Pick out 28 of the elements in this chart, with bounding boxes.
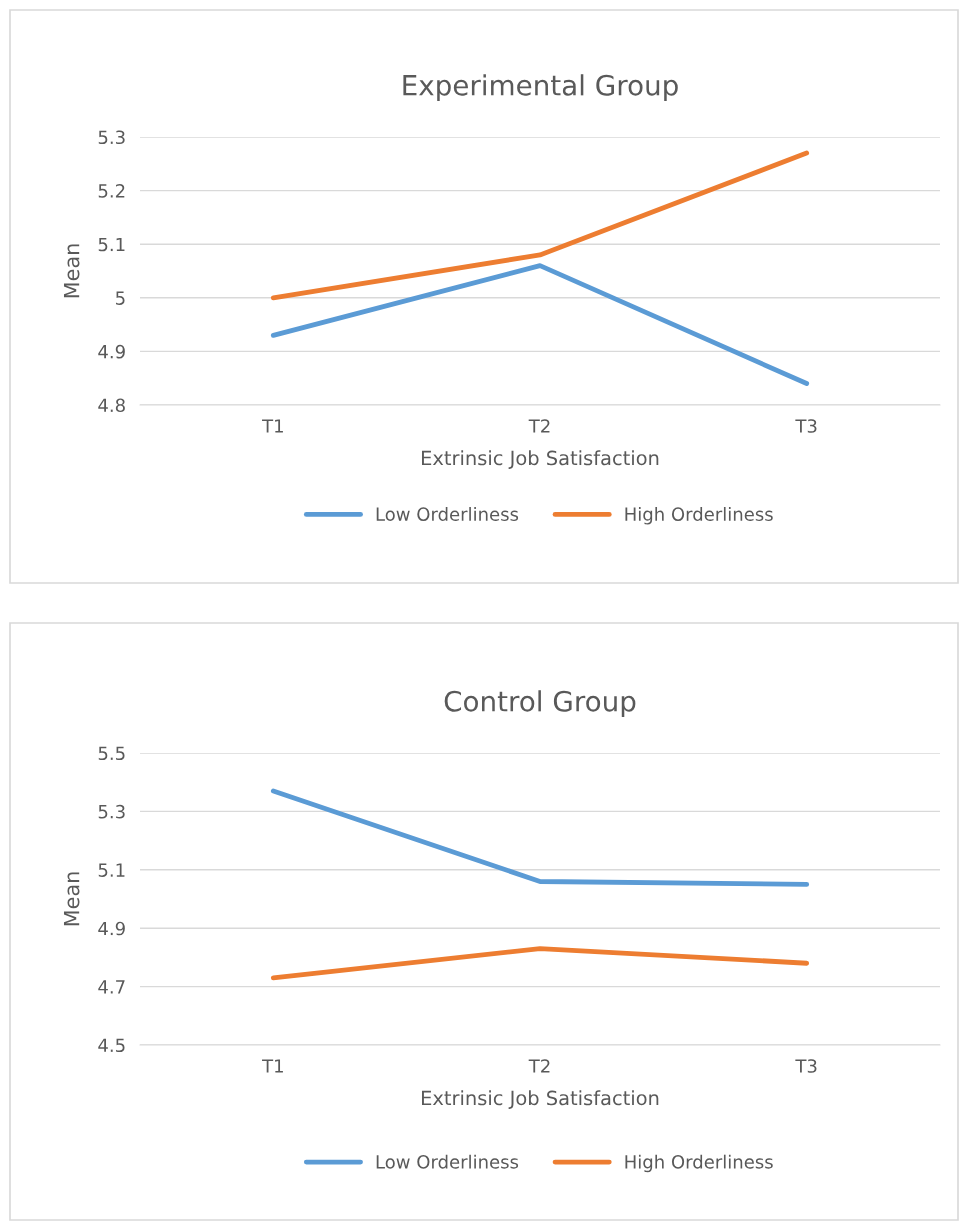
legend-label: High Orderliness (625, 507, 773, 525)
y-tick-label: 5.2 (98, 184, 125, 198)
legend-label: Low Orderliness (376, 507, 519, 521)
y-tick-label: 5.3 (98, 130, 125, 145)
x-tick-label: T2 (528, 419, 550, 433)
y-tick-label: 5.1 (98, 237, 125, 252)
y-tick-label: 5 (116, 291, 125, 305)
x-tick-label: T3 (795, 419, 817, 433)
chart-title: Experimental Group (403, 74, 678, 102)
y-tick-label: 5.3 (98, 804, 125, 819)
x-tick-label: T2 (528, 1059, 550, 1073)
x-tick-label: T1 (262, 1059, 283, 1073)
y-tick-label: 4.9 (98, 921, 125, 936)
legend-label: Low Orderliness (376, 1154, 519, 1169)
x-tick-label: T3 (795, 1059, 817, 1073)
y-tick-label: 4.5 (98, 1038, 125, 1053)
x-axis-title: Extrinsic Job Satisfaction (422, 450, 659, 469)
y-tick-label: 4.7 (98, 980, 125, 994)
y-tick-label: 5.5 (98, 746, 125, 761)
y-axis-title: Mean (63, 872, 80, 926)
y-axis-title: Mean (63, 244, 80, 298)
x-tick-label: T1 (262, 419, 283, 433)
y-tick-label: 4.9 (98, 344, 125, 359)
y-tick-label: 4.8 (98, 398, 125, 413)
x-axis-title: Extrinsic Job Satisfaction (422, 1090, 659, 1109)
legend-label: High Orderliness (625, 1154, 773, 1173)
chart-title: Control Group (444, 690, 636, 718)
y-tick-label: 5.1 (98, 863, 125, 877)
